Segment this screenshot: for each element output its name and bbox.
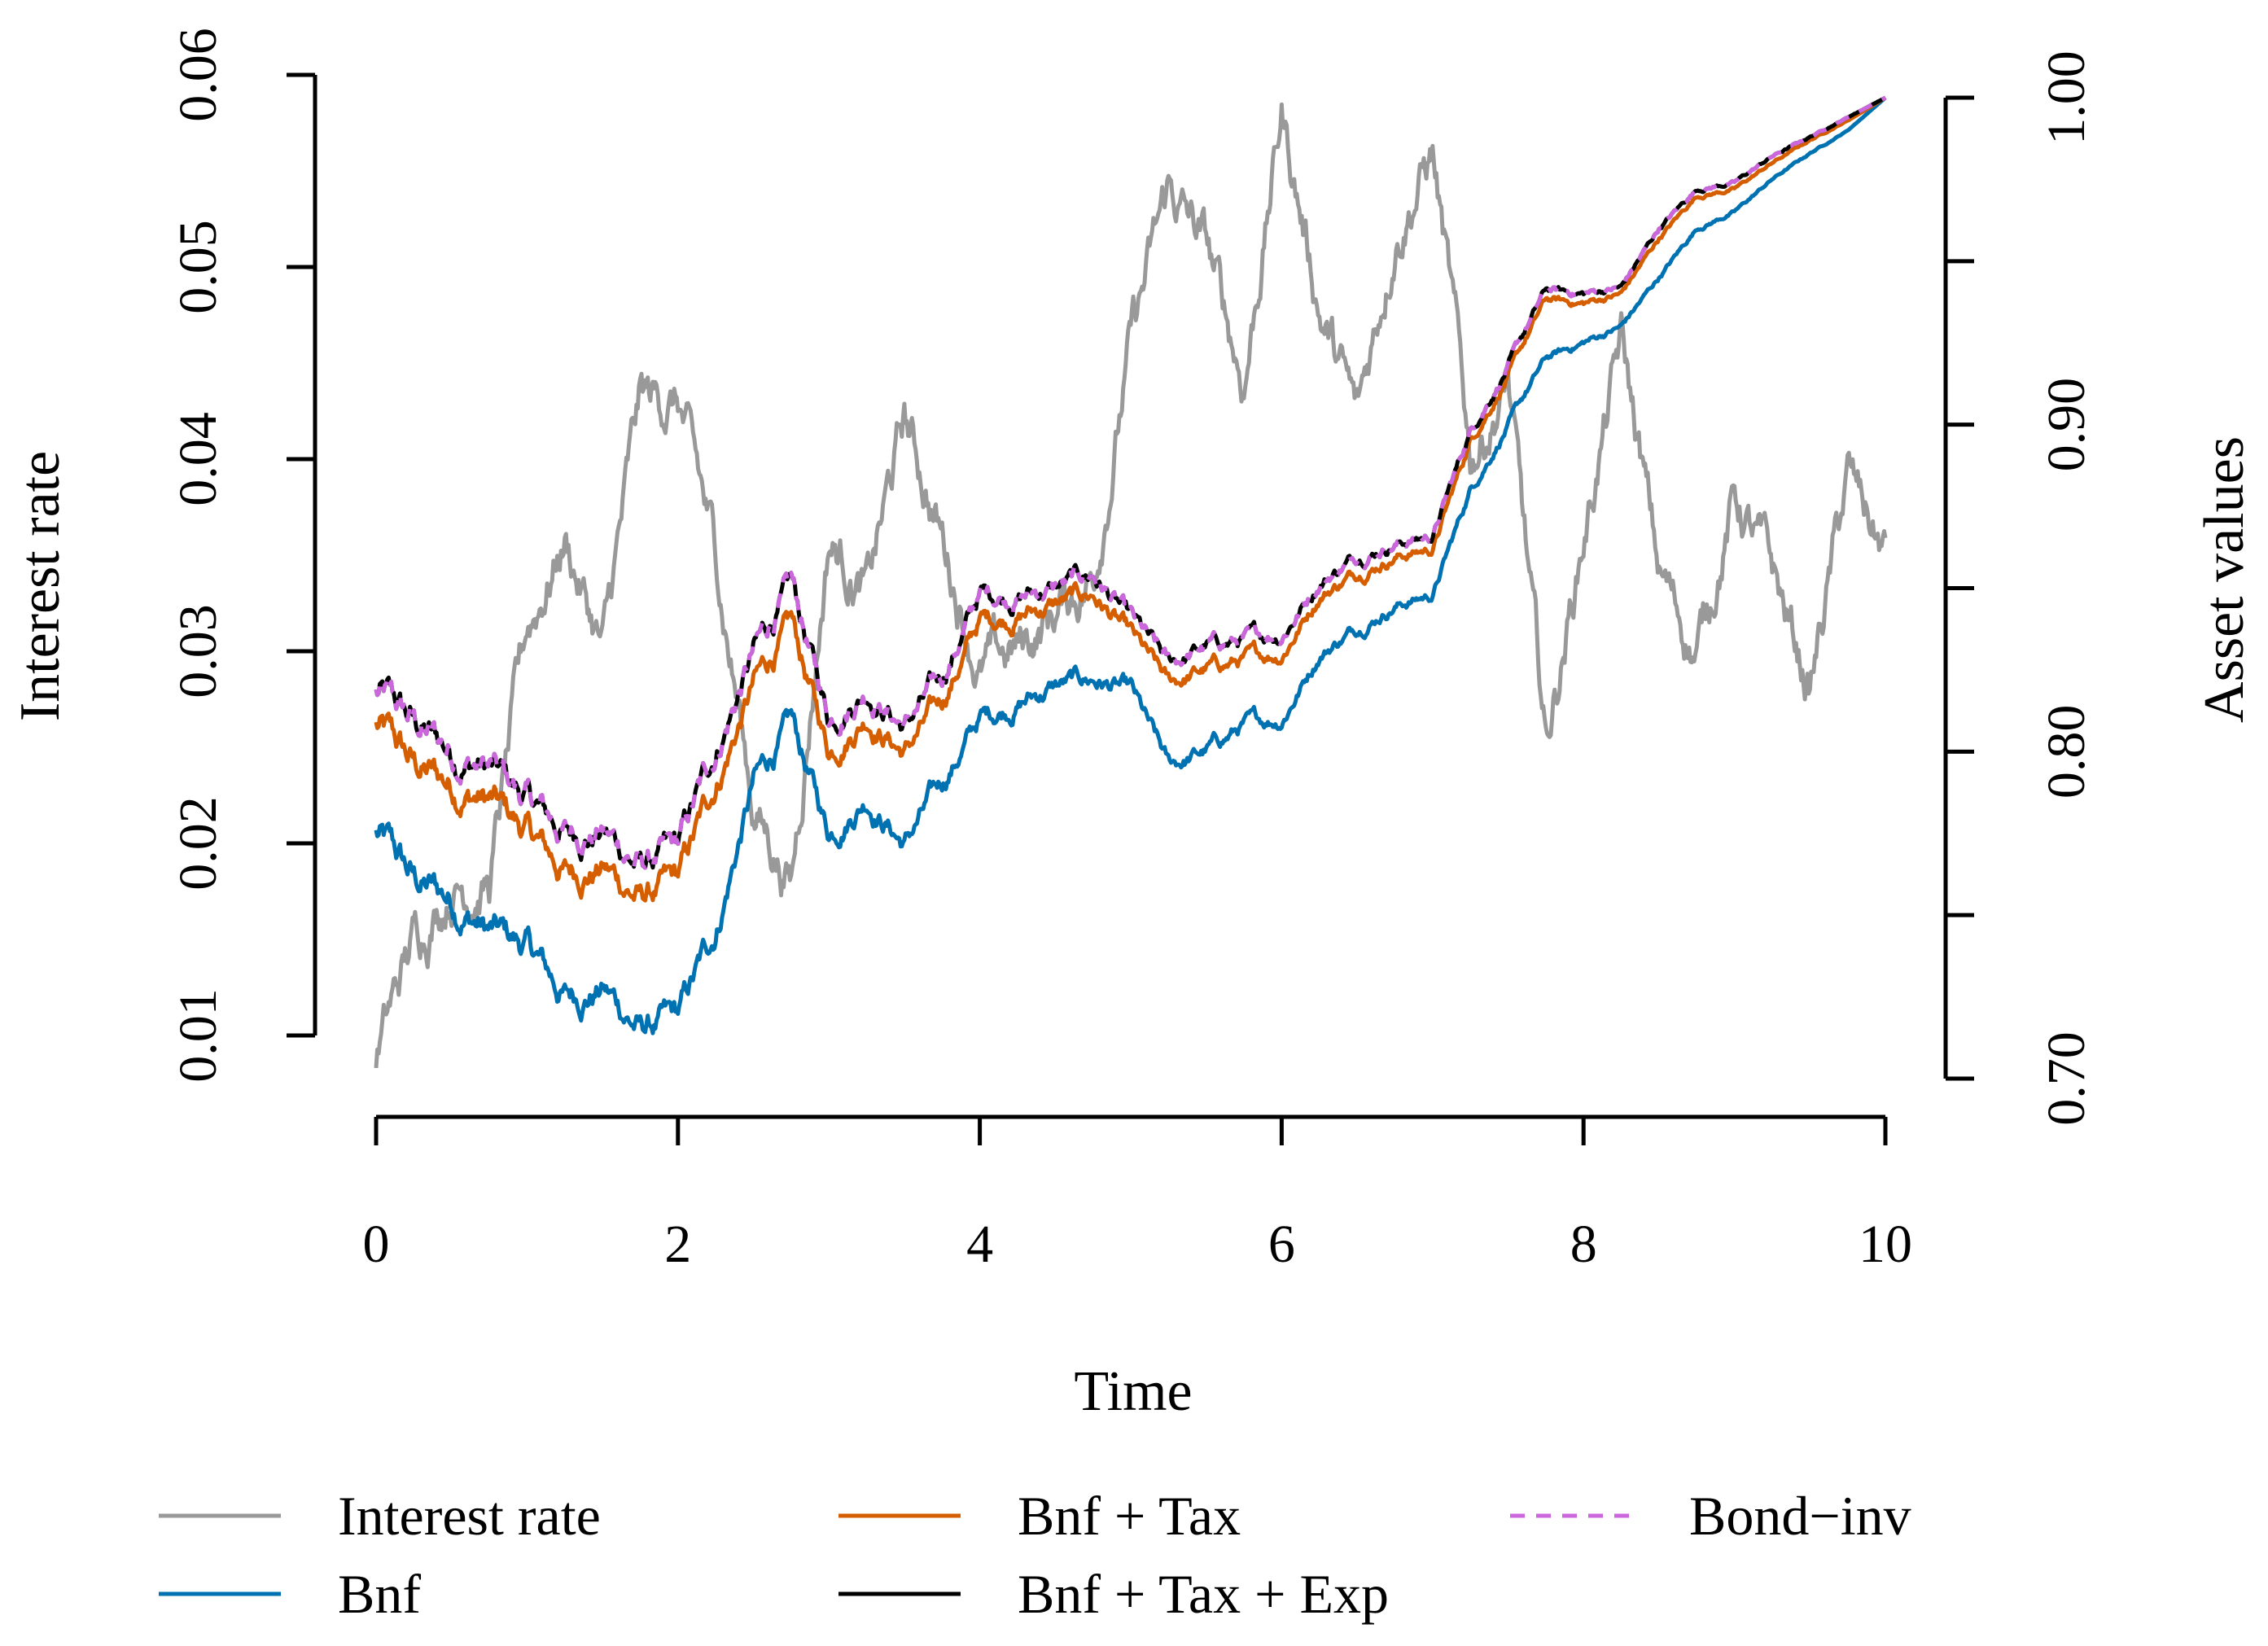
legend-label: Bnf + Tax + Exp bbox=[1018, 1563, 1389, 1625]
right-y-tick-label: 0.80 bbox=[2037, 705, 2096, 799]
left-y-tick-label: 0.03 bbox=[169, 604, 228, 698]
series-line-bnf bbox=[374, 96, 1887, 1035]
legend-entry: Bnf bbox=[159, 1563, 421, 1625]
right-y-tick-label: 0.90 bbox=[2037, 378, 2096, 472]
left-y-tick-label: 0.02 bbox=[169, 796, 228, 891]
legend-entry: Bnf + Tax bbox=[838, 1485, 1241, 1547]
legend-entry: Bnf + Tax + Exp bbox=[838, 1563, 1389, 1625]
legend-entry: Interest rate bbox=[159, 1485, 601, 1547]
right-y-axis-title: Asset values bbox=[2193, 436, 2256, 723]
left-y-tick-label: 0.06 bbox=[169, 28, 228, 122]
axes: 0.01 0.02 0.03 0.04 0.05 0.06 0.70 0.80 0.90 1.00… bbox=[169, 28, 2096, 1274]
x-axis-title: Time bbox=[1074, 1360, 1192, 1423]
x-tick-label: 4 bbox=[966, 1215, 993, 1274]
left-y-axis-title: Interest rate bbox=[9, 451, 72, 721]
right-y-tick-label: 1.00 bbox=[2037, 50, 2096, 145]
legend-label: Bond−inv bbox=[1689, 1485, 1911, 1547]
x-tick-label: 2 bbox=[664, 1215, 691, 1274]
x-tick-label: 8 bbox=[1570, 1215, 1597, 1274]
left-y-tick-label: 0.01 bbox=[169, 988, 228, 1083]
left-y-tick-label: 0.04 bbox=[169, 412, 228, 506]
legend-label: Bnf + Tax bbox=[1018, 1485, 1241, 1547]
plot-area bbox=[374, 95, 1888, 1069]
legend-label: Bnf bbox=[338, 1563, 421, 1625]
x-tick-label: 10 bbox=[1859, 1215, 1912, 1274]
series-line-bnf-tax bbox=[374, 95, 1887, 903]
legend-label: Interest rate bbox=[338, 1485, 601, 1547]
series-line-bnf-tax-exp bbox=[374, 95, 1887, 870]
x-tick-label: 0 bbox=[363, 1215, 390, 1274]
series-line-bond-inv bbox=[374, 95, 1887, 870]
legend: Interest rate Bnf Bnf + Tax Bnf + Tax + Exp… bbox=[159, 1485, 1911, 1625]
series-line-interest-rate bbox=[374, 102, 1888, 1069]
left-y-tick-label: 0.05 bbox=[169, 220, 228, 314]
legend-entry: Bond−inv bbox=[1510, 1485, 1911, 1547]
right-y-tick-label: 0.70 bbox=[2037, 1031, 2096, 1126]
x-tick-label: 6 bbox=[1268, 1215, 1295, 1274]
